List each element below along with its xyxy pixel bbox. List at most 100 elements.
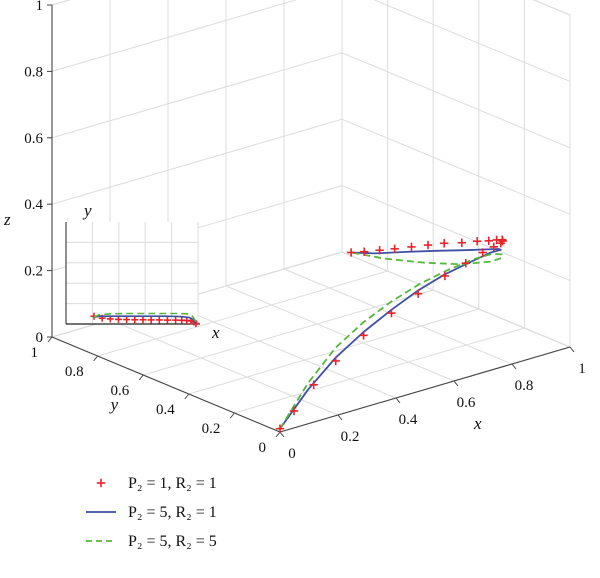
inset-series-1-marker bbox=[139, 316, 147, 324]
series-1-marker bbox=[359, 331, 368, 340]
legend-series-2-label: P₂ = 5, R₂ = 1 bbox=[128, 504, 217, 521]
grid-line-backwall-z bbox=[51, 52, 343, 139]
x-tick-mark bbox=[337, 414, 343, 421]
grid-line-sidewall-z bbox=[341, 185, 571, 282]
series-1-marker bbox=[289, 406, 299, 416]
legend: P₂ = 1, R₂ = 1 P₂ = 5, R₂ = 1 P₂ = 5, R₂ =… bbox=[86, 475, 217, 550]
y-tick-label: 1 bbox=[31, 345, 39, 361]
x-axis-label: x bbox=[473, 414, 482, 433]
series-1-marker bbox=[492, 235, 501, 245]
grid-line-floor-y bbox=[97, 270, 388, 357]
series-1-marker bbox=[375, 246, 384, 255]
series-1-marker bbox=[423, 240, 433, 250]
x-tick-label: 0.6 bbox=[457, 395, 476, 411]
inset-y-axis-label: y bbox=[82, 201, 92, 220]
legend-series-1-label: P₂ = 1, R₂ = 1 bbox=[128, 475, 217, 492]
y-axis-label: y bbox=[109, 395, 119, 414]
grid-line-floor-x bbox=[109, 319, 339, 416]
inset-x-axis-label: x bbox=[211, 323, 220, 342]
inset-series-1-marker bbox=[163, 316, 171, 324]
series-1-marker bbox=[457, 238, 467, 247]
inset-series-3-line bbox=[93, 312, 197, 324]
inset-background bbox=[66, 222, 198, 324]
grid-line-backwall-z bbox=[51, 0, 298, 72]
inset-series-1-marker bbox=[155, 316, 163, 324]
grid-line-floor-x bbox=[341, 251, 571, 348]
grid-line-floor-y bbox=[143, 289, 434, 376]
series-1-marker bbox=[461, 259, 470, 268]
inset-series-1-marker bbox=[172, 316, 180, 324]
series-layer bbox=[275, 235, 507, 433]
series-2-line bbox=[279, 248, 502, 430]
x-tick-label: 0.8 bbox=[515, 378, 534, 394]
y-tick-label: 0.2 bbox=[202, 421, 221, 437]
axis-labels: x y z bbox=[3, 210, 482, 433]
x-tick-mark bbox=[511, 363, 517, 370]
y-tick-label: 0.8 bbox=[65, 364, 84, 380]
grid-line-floor-x bbox=[225, 285, 455, 382]
z-tick-label: 0.2 bbox=[24, 264, 43, 280]
legend-series-3-label: P₂ = 5, R₂ = 5 bbox=[128, 533, 217, 550]
grid-line-floor-y bbox=[234, 327, 525, 414]
inset-series-1-marker bbox=[131, 316, 139, 324]
series-1-marker bbox=[346, 248, 356, 257]
z-tick-label: 0.4 bbox=[24, 197, 43, 213]
series-1-marker bbox=[387, 308, 396, 318]
z-tick-label: 0 bbox=[36, 330, 44, 346]
x-tick-mark bbox=[453, 380, 459, 387]
y-tick-mark bbox=[184, 393, 190, 400]
y-tick-mark bbox=[93, 355, 98, 362]
inset-series-1-marker bbox=[114, 315, 122, 323]
grid-line-floor-x bbox=[283, 268, 513, 365]
x-tick-mark bbox=[569, 346, 575, 353]
series-1-marker bbox=[275, 424, 285, 433]
x-tick-label: 1 bbox=[578, 361, 586, 377]
x-axis-line bbox=[279, 346, 571, 433]
grid-line-backwall-z bbox=[51, 118, 343, 205]
inset-plot: xy bbox=[65, 201, 220, 342]
series-1-marker bbox=[331, 356, 340, 366]
y-tick-label: 0 bbox=[259, 440, 267, 456]
grid-line-floor-x bbox=[167, 302, 397, 399]
z-tick-label: 0.8 bbox=[24, 64, 43, 80]
plot-walls bbox=[50, 0, 572, 433]
z-tick-label: 1 bbox=[36, 0, 44, 14]
grid-lines bbox=[51, 0, 571, 433]
inset-series-2-line bbox=[93, 315, 197, 325]
series-1-marker bbox=[390, 244, 399, 254]
series-3-line bbox=[279, 251, 503, 430]
inset-series-1-marker bbox=[123, 316, 131, 324]
series-1-marker bbox=[489, 242, 498, 252]
y-tick-mark bbox=[230, 412, 235, 419]
z-axis-label: z bbox=[3, 210, 11, 229]
legend-series-1-swatch bbox=[96, 478, 106, 488]
y-tick-label: 0.4 bbox=[156, 402, 175, 418]
series-1-marker bbox=[407, 242, 416, 252]
grid-line-sidewall-z bbox=[373, 0, 571, 82]
inset-series-1-marker bbox=[147, 316, 155, 324]
y-tick-mark bbox=[47, 336, 53, 343]
series-1-marker bbox=[440, 271, 450, 281]
series-1-marker bbox=[472, 237, 482, 246]
series-1-marker bbox=[309, 380, 318, 390]
axis-lines bbox=[47, 4, 575, 438]
series-1-marker bbox=[478, 248, 487, 257]
grid-line-sidewall-z bbox=[341, 118, 571, 215]
series-1-marker bbox=[484, 236, 493, 246]
series-1-marker bbox=[439, 239, 449, 248]
y-axis-line bbox=[51, 336, 281, 433]
y-tick-label: 0.6 bbox=[110, 383, 129, 399]
series-1-marker bbox=[360, 247, 369, 256]
z-tick-label: 0.6 bbox=[24, 131, 43, 147]
x-tick-label: 0 bbox=[288, 446, 296, 462]
x-tick-label: 0.4 bbox=[399, 412, 418, 428]
tick-labels: 00.20.40.60.8100.20.40.60.8100.20.40.60.… bbox=[24, 0, 586, 462]
x-tick-label: 0.2 bbox=[341, 429, 360, 445]
series-1-marker bbox=[413, 289, 423, 298]
y-tick-mark bbox=[138, 374, 144, 381]
grid-line-floor-y bbox=[188, 308, 479, 395]
x-tick-mark bbox=[395, 397, 401, 404]
grid-line-sidewall-z bbox=[341, 52, 571, 149]
